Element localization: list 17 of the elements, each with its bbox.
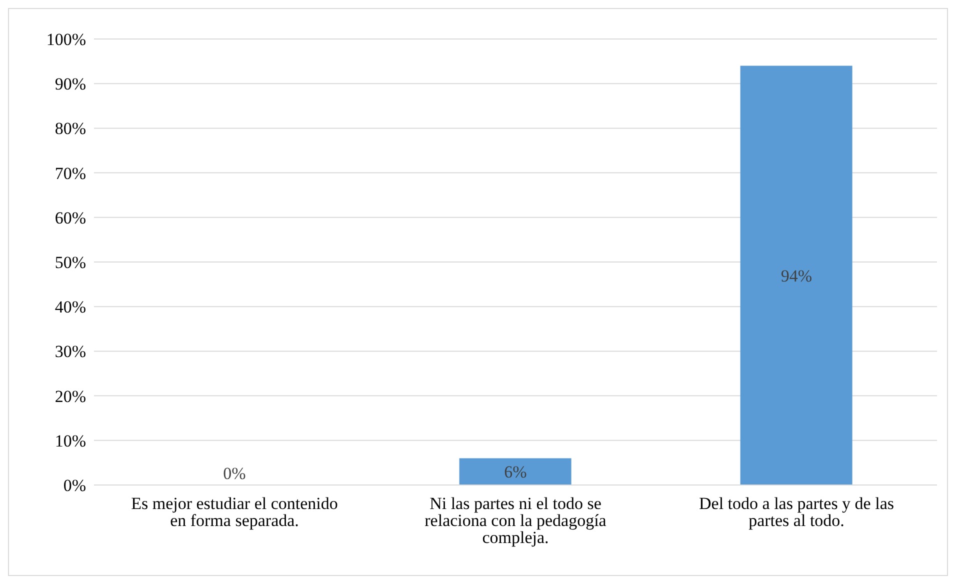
data-label: 94% bbox=[780, 266, 812, 286]
data-label: 0% bbox=[223, 464, 246, 483]
y-tick-label: 50% bbox=[54, 253, 86, 272]
y-tick-label: 60% bbox=[54, 208, 86, 228]
y-tick-label: 20% bbox=[54, 386, 86, 406]
x-tick-label: Es mejor estudiar el contenido en forma separada. bbox=[131, 494, 338, 530]
y-tick-label: 70% bbox=[54, 164, 86, 183]
y-tick-label: 80% bbox=[54, 119, 86, 138]
y-tick-label: 40% bbox=[54, 298, 86, 317]
y-tick-label: 10% bbox=[54, 431, 86, 450]
x-tick-label: Del todo a las partes y de las partes al todo. bbox=[699, 494, 894, 530]
x-tick-label: Ni las partes ni el todo se relaciona con la pedagogía compleja. bbox=[424, 494, 607, 548]
y-tick-label: 30% bbox=[54, 342, 86, 362]
y-tick-label: 90% bbox=[54, 74, 86, 94]
y-tick-label: 0% bbox=[63, 476, 86, 496]
y-tick-label: 100% bbox=[46, 30, 86, 50]
data-label: 6% bbox=[504, 462, 527, 482]
